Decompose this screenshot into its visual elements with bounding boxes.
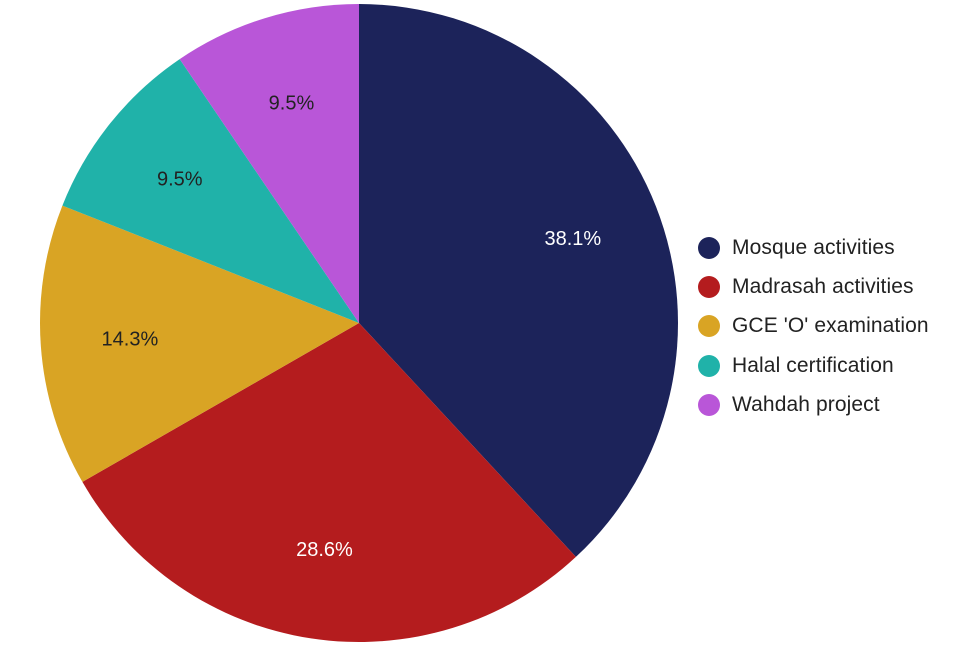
pie-data-label: 28.6% <box>296 539 353 561</box>
legend-label: Halal certification <box>732 353 894 377</box>
pie-data-label: 9.5% <box>269 92 315 114</box>
pie-data-label: 14.3% <box>102 329 159 351</box>
legend-label: Madrasah activities <box>732 274 914 298</box>
pie-slice-mosque-activities[interactable] <box>359 4 678 557</box>
pie-slices <box>39 4 678 642</box>
pie-slice-gce-o-examination[interactable] <box>39 205 359 482</box>
legend-label: Mosque activities <box>732 235 895 259</box>
legend-item-madrasah-activities[interactable]: Madrasah activities <box>698 267 963 306</box>
legend-item-mosque-activities[interactable]: Mosque activities <box>698 228 963 267</box>
legend-item-wahdah-project[interactable]: Wahdah project <box>698 385 963 424</box>
legend-swatch <box>698 236 720 259</box>
pie-data-labels: 38.1% 28.6% 14.3% 9.5% 9.5% <box>102 92 602 561</box>
pie-slice-wahdah-project[interactable] <box>179 4 359 323</box>
legend-swatch <box>698 354 720 377</box>
legend-item-gce-o-examination[interactable]: GCE 'O' examination <box>698 307 963 346</box>
pie-data-label: 9.5% <box>157 168 203 190</box>
legend-label: GCE 'O' examination <box>732 314 929 338</box>
pie-slice-halal-certification[interactable] <box>62 59 359 324</box>
legend-swatch <box>698 315 720 338</box>
pie-data-label: 38.1% <box>544 228 601 250</box>
legend-swatch <box>698 393 720 416</box>
legend-label: Wahdah project <box>732 392 880 416</box>
legend-item-halal-certification[interactable]: Halal certification <box>698 346 963 385</box>
legend: Mosque activities Madrasah activities GC… <box>698 228 963 424</box>
pie-slice-madrasah-activities[interactable] <box>82 323 576 642</box>
legend-swatch <box>698 275 720 298</box>
